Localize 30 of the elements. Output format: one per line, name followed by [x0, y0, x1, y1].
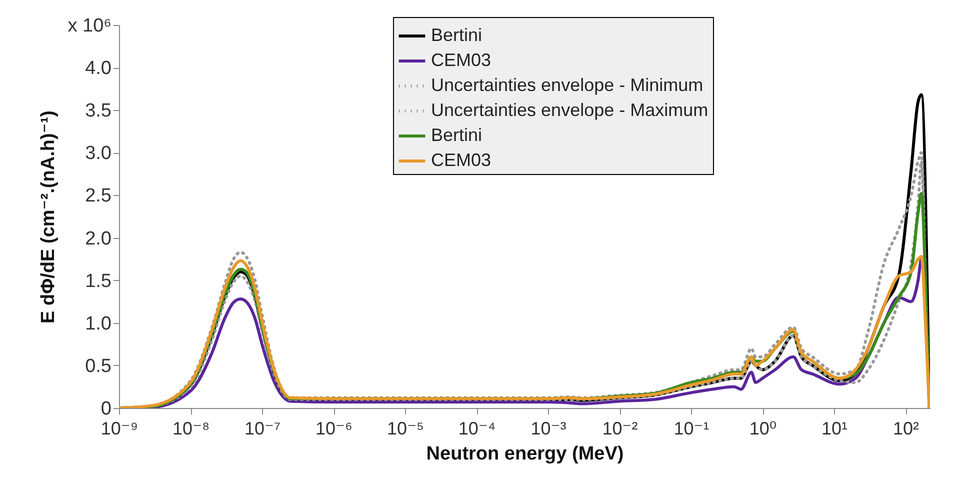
x-tick-label: 10⁻⁴ — [458, 418, 496, 438]
x-tick-label: 10⁻¹ — [674, 418, 710, 438]
y-tick-label: 2.5 — [85, 186, 112, 207]
x-tick-label: 10⁻⁸ — [172, 418, 210, 438]
y-tick-label: 3.5 — [85, 100, 112, 122]
x-tick-label: 10² — [893, 418, 920, 438]
y-tick-label: 1.0 — [85, 313, 112, 334]
x-tick-label: 10⁻⁶ — [316, 418, 352, 438]
y-axis-title: E dΦ/dE (cm⁻².(nA.h)⁻¹) — [38, 110, 59, 324]
legend-label: Uncertainties envelope - Maximum — [431, 100, 708, 120]
x-tick-label: 10⁻⁵ — [387, 418, 424, 438]
x-tick-label: 10¹ — [822, 418, 848, 438]
legend-label: Uncertainties envelope - Minimum — [431, 75, 704, 95]
x-tick-label: 10⁰ — [749, 418, 777, 438]
x-axis-title: Neutron energy (MeV) — [426, 444, 624, 464]
x-tick-label: 10⁻² — [602, 418, 638, 438]
x-tick-label: 10⁻⁷ — [244, 418, 281, 438]
y-tick-label: x 10⁶ — [68, 16, 112, 36]
y-tick-label: 1.5 — [85, 270, 112, 292]
y-tick-label: 2.0 — [85, 228, 112, 250]
y-tick-label: 3.0 — [85, 143, 112, 164]
y-tick-label: 0.5 — [85, 356, 112, 377]
x-tick-label: 10⁻⁹ — [100, 418, 138, 438]
y-tick-label: 0 — [100, 398, 112, 420]
y-tick-label: 4.0 — [85, 58, 112, 80]
x-tick-label: 10⁻³ — [530, 418, 566, 438]
legend-label: CEM03 — [431, 150, 492, 170]
legend-label: CEM03 — [431, 50, 492, 70]
legend-label: Bertini — [431, 25, 482, 45]
legend-label: Bertini — [431, 125, 482, 145]
